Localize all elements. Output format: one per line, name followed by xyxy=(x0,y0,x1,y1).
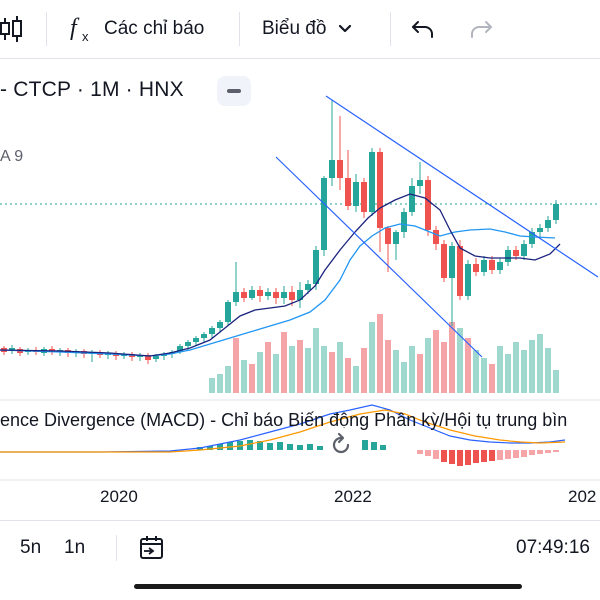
chart-type-label: Biểu đồ xyxy=(262,18,327,39)
macd-line xyxy=(0,404,566,453)
toolbar-divider xyxy=(46,12,47,46)
indicators-button[interactable]: f x Các chỉ báo xyxy=(68,0,204,58)
signal-line xyxy=(0,409,566,453)
time-axis-label: 202 xyxy=(568,487,597,506)
macd-legend-label[interactable]: ence Divergence (MACD) - Chỉ báo Biến độ… xyxy=(0,410,568,430)
time-axis-label: 2020 xyxy=(100,487,138,506)
ma-fast-line xyxy=(0,193,561,357)
goto-date-button[interactable] xyxy=(138,534,166,567)
bottom-divider xyxy=(116,535,117,561)
redo-icon xyxy=(471,21,492,38)
ma-slow-line xyxy=(0,223,556,357)
support-trendline xyxy=(275,156,483,358)
toolbar-divider xyxy=(390,12,391,46)
bottom-bar: 5n 1n 07:49:16 xyxy=(0,520,600,573)
reload-button[interactable] xyxy=(323,427,359,463)
collapse-legend-button[interactable] xyxy=(217,76,251,106)
svg-text:f: f xyxy=(70,15,80,41)
home-indicator xyxy=(134,584,522,589)
indicators-label: Các chỉ báo xyxy=(104,18,205,39)
toolbar-divider xyxy=(239,12,240,46)
fx-icon: f x xyxy=(70,15,89,44)
symbol-header[interactable]: - CTCP · 1M · HNX xyxy=(0,70,184,110)
chart-type-dropdown[interactable]: Biểu đồ xyxy=(262,0,356,58)
ma-legend-label[interactable]: A 9 xyxy=(0,148,24,165)
undo-button[interactable] xyxy=(410,0,436,58)
redo-button[interactable] xyxy=(468,0,494,58)
minus-icon xyxy=(227,89,241,93)
price-chart[interactable] xyxy=(0,58,600,520)
range-1y-button[interactable]: 1n xyxy=(64,537,86,558)
volume-bars xyxy=(209,314,559,393)
time-axis-label: 2022 xyxy=(334,487,372,506)
resistance-trendline xyxy=(325,95,599,278)
chart-style-button[interactable] xyxy=(0,0,26,58)
clock: 07:49:16 xyxy=(516,537,590,558)
range-5y-button[interactable]: 5n xyxy=(20,537,42,558)
top-toolbar: f x Các chỉ báo Biểu đồ xyxy=(0,0,600,59)
svg-text:x: x xyxy=(82,29,89,44)
reload-icon xyxy=(332,432,350,454)
candlestick-icon xyxy=(0,16,22,42)
candlesticks xyxy=(1,100,559,364)
calendar-goto-icon xyxy=(140,536,163,559)
undo-icon xyxy=(412,21,433,38)
chevron-down-icon xyxy=(339,24,352,33)
symbol-title: - CTCP · 1M · HNX xyxy=(0,78,184,101)
